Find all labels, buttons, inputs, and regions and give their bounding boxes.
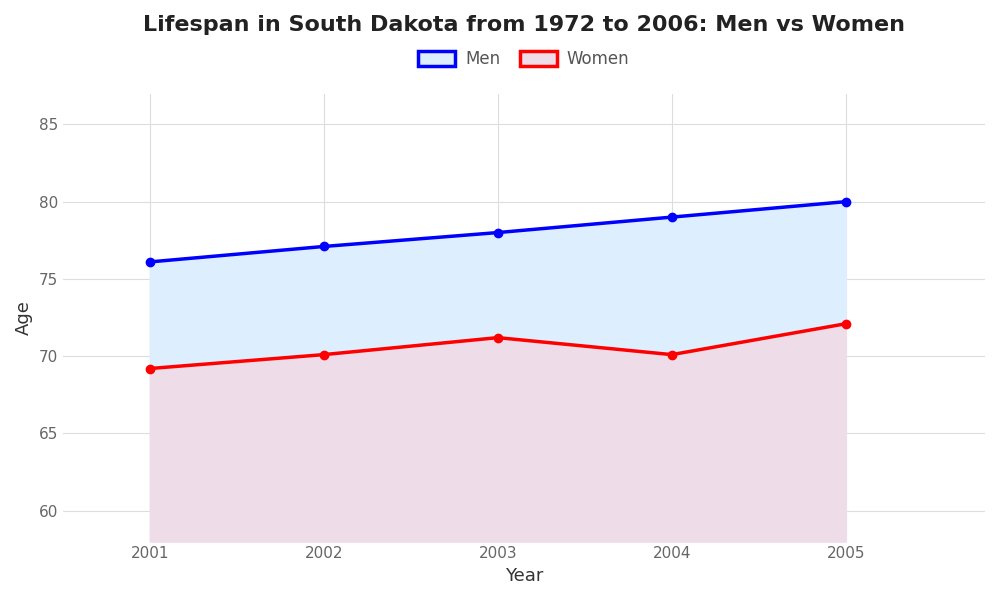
Legend: Men, Women: Men, Women: [412, 44, 636, 75]
Y-axis label: Age: Age: [15, 300, 33, 335]
X-axis label: Year: Year: [505, 567, 543, 585]
Title: Lifespan in South Dakota from 1972 to 2006: Men vs Women: Lifespan in South Dakota from 1972 to 20…: [143, 15, 905, 35]
